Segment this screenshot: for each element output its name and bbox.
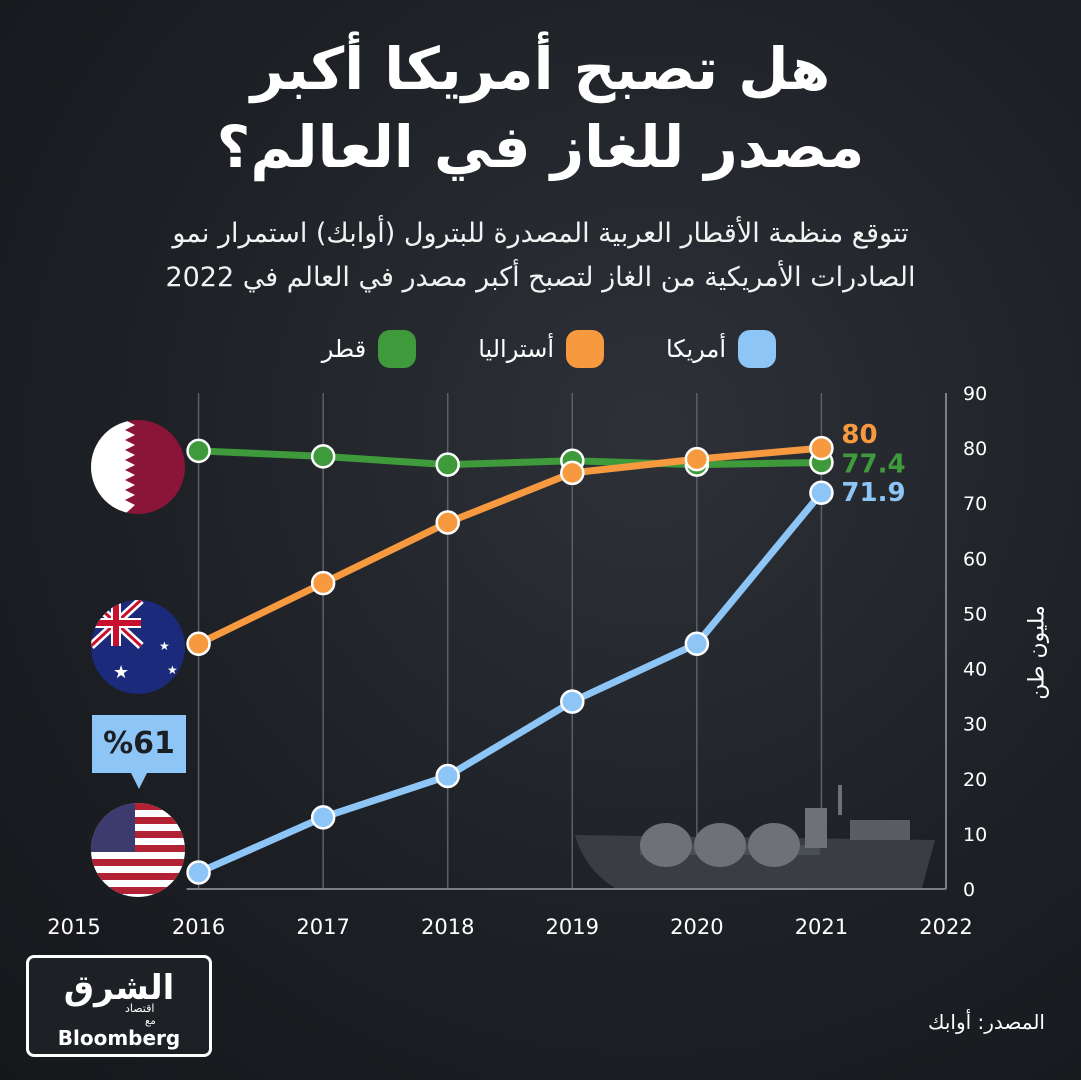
data-point-australia (560, 460, 585, 486)
legend-item-usa: أمريكا (666, 330, 776, 368)
end-label-australia: 80 (841, 420, 877, 450)
data-point-usa (560, 689, 585, 714)
series-lines (186, 435, 834, 885)
legend-label-usa: أمريكا (665, 335, 726, 363)
subtitle-line-2: الصادرات الأمريكية من الغاز لتصبح أكبر م… (165, 262, 916, 293)
series-line-qatar (195, 447, 825, 469)
data-point-usa (684, 631, 710, 657)
logo-partner-text: Bloomberg (57, 1026, 181, 1050)
end-label-qatar: 77.4 (841, 449, 905, 479)
legend-label-qatar: قطر (321, 335, 367, 363)
x-tick-label: 2017 (296, 915, 349, 939)
australia-flag-icon: ★ ★ ★ (91, 600, 185, 694)
data-point-australia (435, 510, 460, 535)
y-tick-label: 90 (963, 383, 987, 405)
data-point-usa (310, 805, 336, 830)
data-point-australia (186, 631, 211, 657)
logo-main-text: الشرق (63, 968, 175, 1008)
svg-text:★: ★ (113, 662, 129, 683)
data-point-qatar (435, 452, 460, 477)
usa-flag-icon (91, 803, 185, 897)
y-tick-label: 50 (963, 603, 987, 625)
svg-text:★: ★ (159, 639, 170, 653)
title: هل تصبح أمريكا أكبر مصدر للغاز في العالم… (60, 30, 1021, 186)
axes: 2015 2016 2017 2018 2019 2020 2021 2022 0 10 20 30 4… (47, 383, 987, 939)
data-point-qatar (186, 438, 211, 464)
y-tick-label: 20 (963, 769, 987, 791)
title-line-1: هل تصبح أمريكا أكبر (250, 35, 831, 103)
x-tick-label: 2016 (172, 915, 225, 939)
y-tick-label: 40 (963, 659, 987, 681)
x-tick-label: 2018 (421, 915, 474, 939)
legend-item-qatar: قطر (321, 330, 417, 368)
subtitle: تتوقع منظمة الأقطار العربية المصدرة للبت… (60, 212, 1021, 300)
y-tick-label: 10 (963, 824, 987, 846)
y-axis-title: مليون طن (1024, 605, 1050, 700)
data-point-australia (310, 570, 336, 596)
lng-ship-illustration (575, 785, 935, 888)
logo-sub-text: اقتصاد (125, 1002, 155, 1015)
svg-text:★: ★ (167, 663, 178, 677)
x-tick-label: 2022 (919, 915, 972, 939)
legend-swatch-australia (565, 330, 604, 368)
data-point-australia (684, 446, 710, 472)
data-point-usa (435, 763, 460, 789)
y-tick-label: 80 (963, 438, 987, 460)
data-point-qatar (310, 444, 336, 469)
legend-item-australia: أستراليا (478, 330, 604, 368)
x-tick-label: 2020 (670, 915, 723, 939)
series-line-australia (195, 444, 825, 648)
logo-with-text: مع (145, 1016, 156, 1027)
legend: أمريكا أستراليا قطر (322, 330, 776, 368)
legend-label-australia: أستراليا (478, 335, 554, 363)
y-tick-label: 70 (963, 493, 987, 515)
series-line-usa (195, 489, 825, 876)
y-tick-label: 60 (963, 548, 987, 570)
data-point-australia (809, 435, 834, 461)
x-tick-label: 2019 (546, 915, 599, 939)
legend-swatch-qatar (378, 330, 417, 368)
qatar-flag-icon (91, 420, 185, 514)
x-tick-label: 2015 (47, 915, 100, 939)
y-tick-label: 30 (963, 714, 987, 736)
data-point-usa (809, 480, 834, 506)
end-label-usa: 71.9 (841, 478, 905, 508)
y-tick-label: 0 (963, 879, 975, 901)
data-point-usa (186, 860, 211, 885)
x-tick-label: 2021 (795, 915, 848, 939)
usa-growth-callout: %61 (92, 715, 186, 789)
subtitle-line-1: تتوقع منظمة الأقطار العربية المصدرة للبت… (172, 218, 909, 249)
title-line-2: مصدر للغاز في العالم؟ (216, 113, 865, 181)
asharq-bloomberg-logo: الشرق اقتصاد مع Bloomberg (26, 955, 212, 1057)
legend-swatch-usa (738, 330, 776, 368)
source-note: المصدر: أوابك (927, 1010, 1045, 1034)
